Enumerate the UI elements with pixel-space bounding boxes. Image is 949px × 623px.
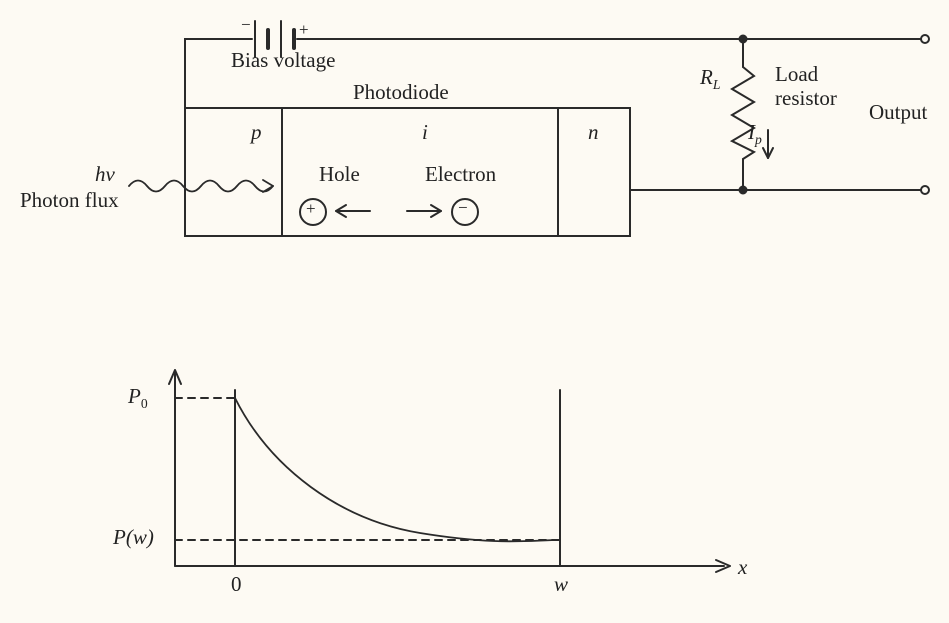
- w-label: w: [554, 572, 568, 597]
- pw-label: P(w): [113, 525, 154, 550]
- p0-label: P0: [128, 384, 148, 412]
- p0-sub: 0: [141, 396, 148, 411]
- x-label: x: [738, 555, 747, 580]
- p0-base: P: [128, 384, 141, 408]
- zero-label: 0: [231, 572, 242, 597]
